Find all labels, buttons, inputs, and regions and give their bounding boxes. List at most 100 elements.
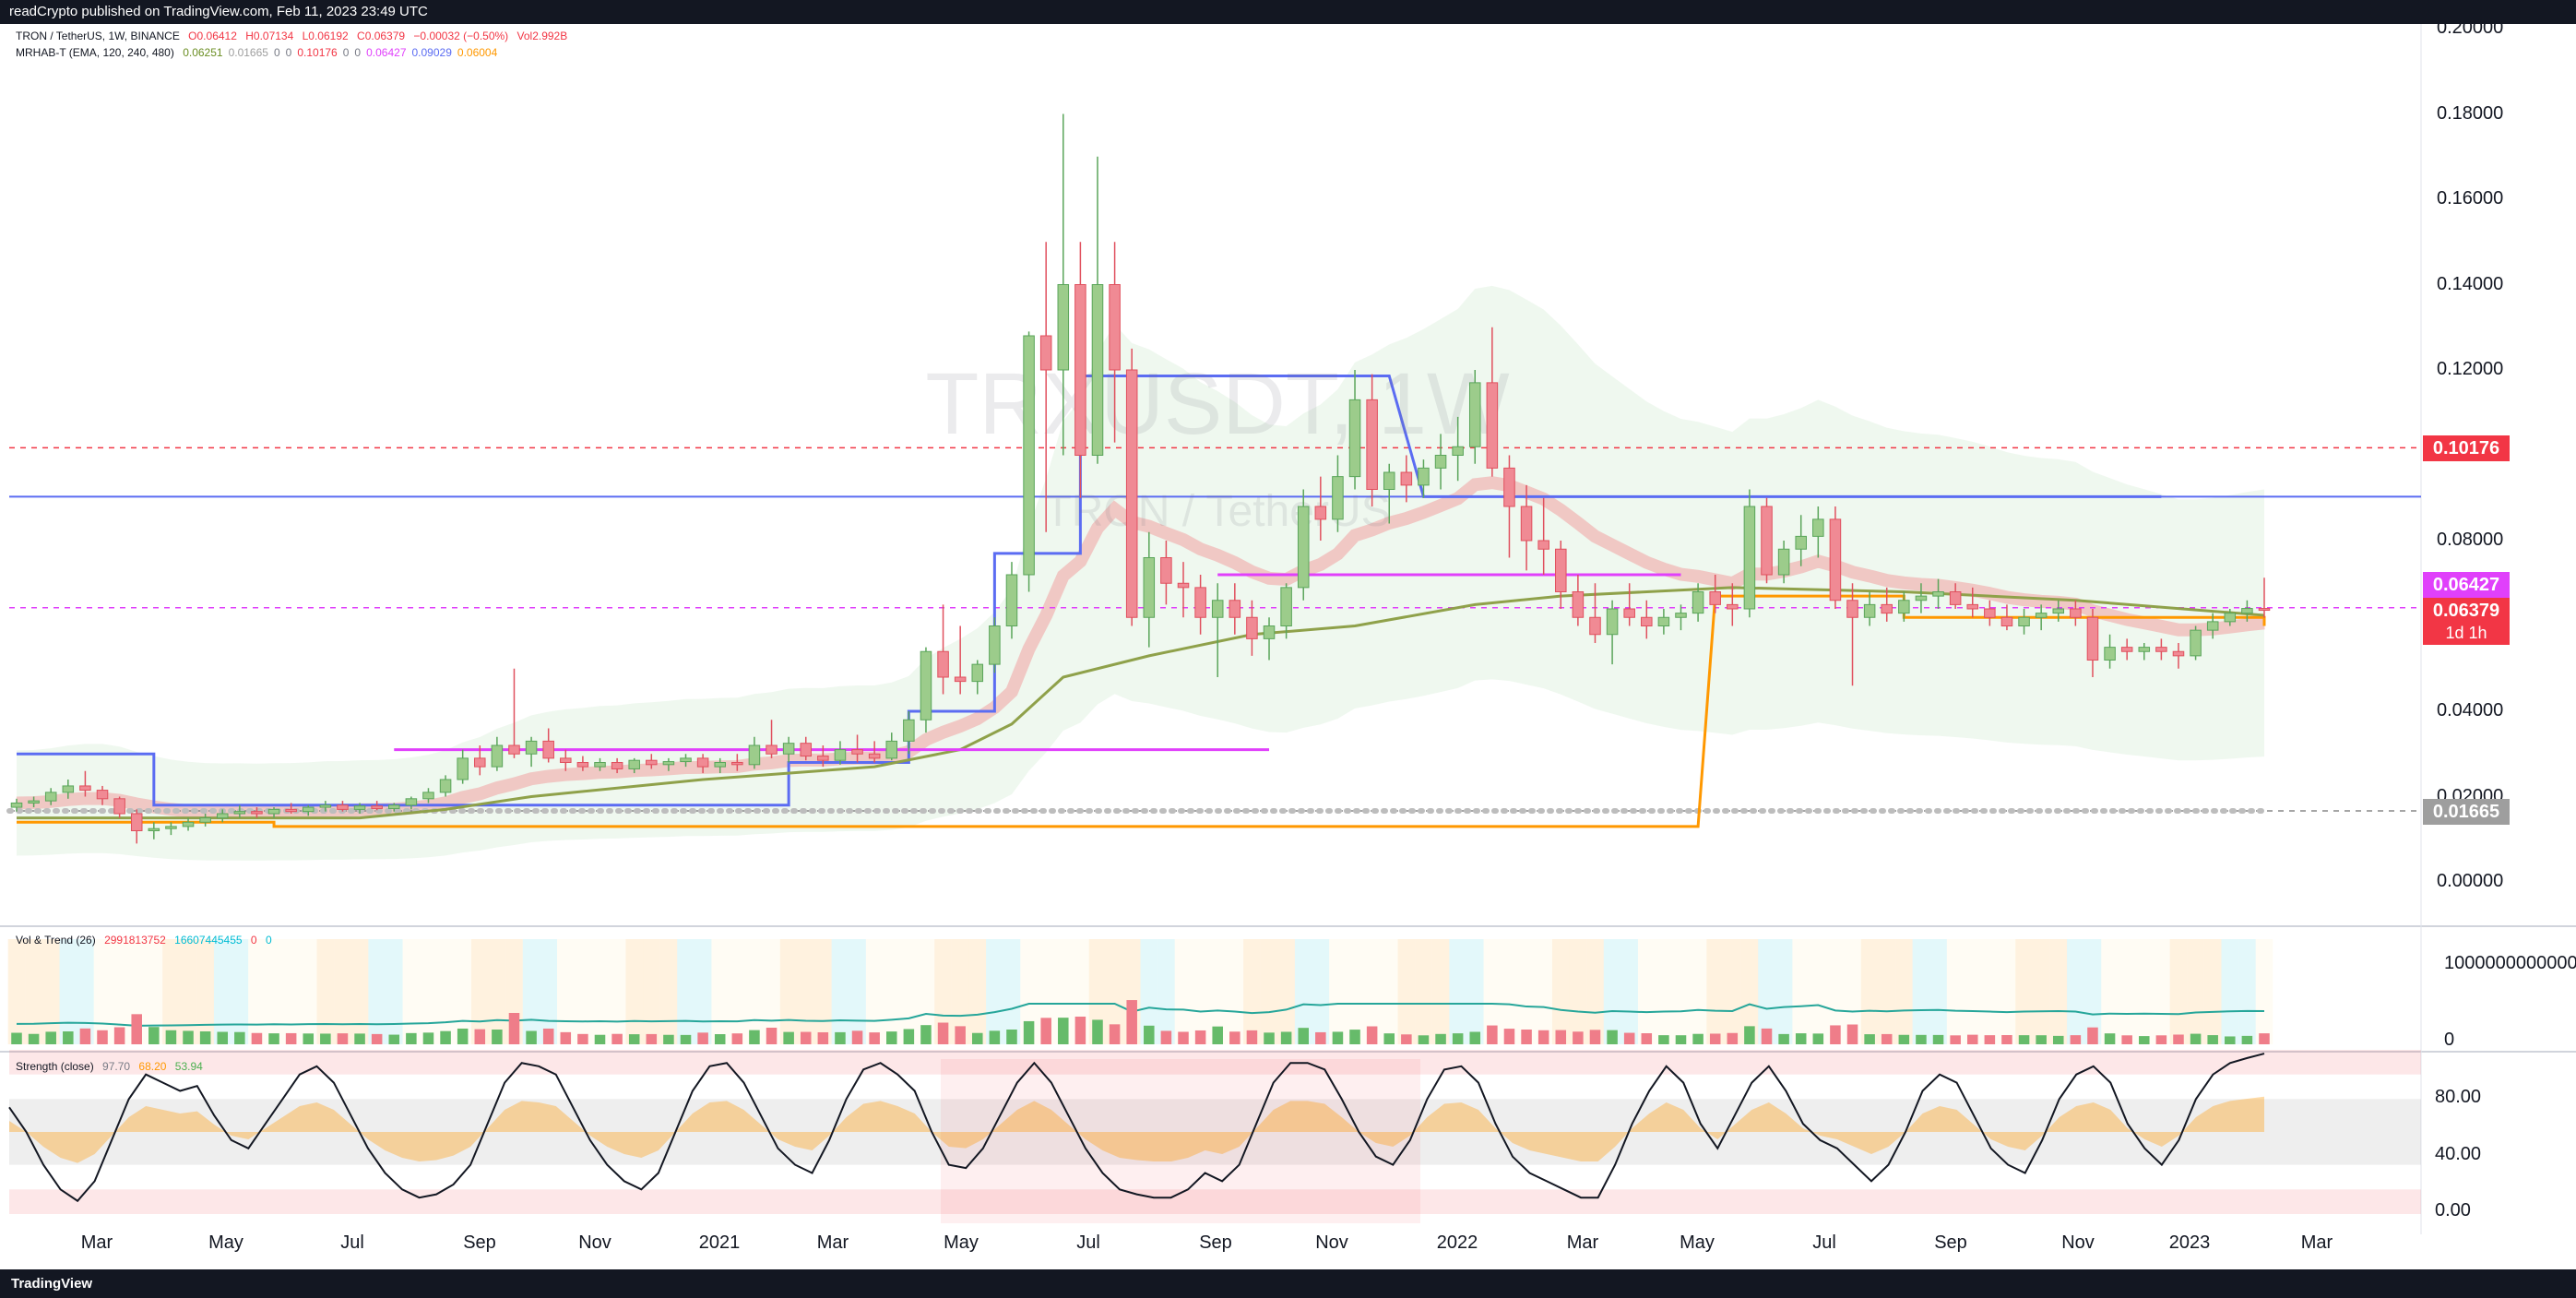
candle-body xyxy=(1846,600,1858,618)
trend-stripe xyxy=(42,939,60,1044)
trend-stripe xyxy=(986,939,1003,1044)
volume-bar xyxy=(1144,1025,1155,1044)
trend-stripe xyxy=(248,939,266,1044)
volume-bar xyxy=(731,1033,743,1044)
candle-body xyxy=(1366,399,1378,490)
volume-bar xyxy=(1109,1024,1121,1044)
strength-area xyxy=(9,1096,2264,1163)
trend-stripe xyxy=(591,939,609,1044)
candle-body xyxy=(2018,616,2030,626)
volume-bar xyxy=(1006,1030,1017,1044)
volume-bar xyxy=(1709,1033,1721,1044)
candle-body xyxy=(696,757,709,768)
candle-body xyxy=(439,779,452,793)
price-pane xyxy=(0,24,2421,926)
volume-bar xyxy=(2173,1034,2184,1044)
candle-body xyxy=(1589,616,1601,636)
legend-str-v1: 97.70 xyxy=(102,1060,131,1073)
candle-body xyxy=(1468,382,1481,447)
volume-bar xyxy=(1881,1033,1893,1044)
trend-stripe xyxy=(1844,939,1861,1044)
trend-stripe xyxy=(1706,939,1725,1044)
candle-body xyxy=(2035,613,2048,618)
volume-bar xyxy=(1761,1028,1773,1044)
trend-stripe xyxy=(162,939,180,1044)
volume-bar xyxy=(1812,1033,1824,1044)
candle-body xyxy=(1966,603,1979,610)
trend-stripe xyxy=(299,939,317,1044)
trend-stripe xyxy=(643,939,660,1044)
trend-stripe xyxy=(1501,939,1518,1044)
volume-bar xyxy=(388,1034,400,1044)
legend-vol-trend[interactable]: Vol & Trend (26) xyxy=(16,934,96,947)
trend-stripe xyxy=(282,939,300,1044)
trend-stripe xyxy=(677,939,694,1044)
volume-bar xyxy=(1950,1035,1961,1044)
volume-bar xyxy=(1692,1033,1703,1044)
volume-bar xyxy=(955,1026,966,1044)
trend-stripe xyxy=(77,939,94,1044)
volume-bar xyxy=(663,1034,674,1044)
volume-bar xyxy=(406,1032,417,1044)
candle-body xyxy=(1194,587,1206,618)
legend-strength[interactable]: Strength (close) xyxy=(16,1060,94,1073)
volume-bar xyxy=(885,1031,897,1044)
volume-bar xyxy=(422,1032,434,1044)
legend-strength-row: Strength (close) 97.70 68.20 53.94 xyxy=(16,1060,208,1073)
candle-body xyxy=(903,719,915,742)
trend-stripe xyxy=(1860,939,1879,1044)
volume-bar xyxy=(1898,1034,1910,1044)
vol-axis-top: 1000000000000 xyxy=(2444,953,2576,973)
time-tick-label: Jul xyxy=(1076,1233,1100,1253)
candle-body xyxy=(1641,616,1653,626)
candle-body xyxy=(2241,608,2253,614)
volume-bar xyxy=(234,1031,245,1044)
cloud-band xyxy=(17,285,2264,861)
candle-body xyxy=(766,744,778,755)
tradingview-logo[interactable]: TradingView xyxy=(11,1276,93,1292)
candle-body xyxy=(782,743,795,755)
volume-bar xyxy=(1264,1032,1275,1044)
trend-stripe xyxy=(1431,939,1450,1044)
trend-line xyxy=(16,1003,2265,1027)
trend-stripe xyxy=(1329,939,1347,1044)
price-tick-label: 0.04000 xyxy=(2437,700,2504,720)
trend-stripe xyxy=(1466,939,1484,1044)
level-high-badge: 0.10176 xyxy=(2423,435,2510,461)
trend-stripe xyxy=(1174,939,1193,1044)
candle-body xyxy=(1348,399,1361,478)
candle-body xyxy=(10,802,23,808)
legend-close: C0.06379 xyxy=(357,30,406,42)
volume-bar xyxy=(542,1028,554,1044)
legend-symbol[interactable]: TRON / TetherUS, 1W, BINANCE xyxy=(16,30,180,42)
volume-bar xyxy=(1966,1034,1978,1044)
candle-body xyxy=(113,798,125,815)
volume-bar xyxy=(903,1029,915,1044)
candle-body xyxy=(800,743,813,757)
candle-body xyxy=(2070,608,2082,618)
volume-bar xyxy=(1229,1031,1241,1044)
volume-bar xyxy=(1846,1024,1858,1044)
candle-body xyxy=(1657,616,1670,626)
candle-body xyxy=(662,761,675,766)
indicator-value: 0.06004 xyxy=(457,46,498,59)
trend-stripe xyxy=(1964,939,1982,1044)
volume-bar xyxy=(611,1033,623,1044)
trend-stripe xyxy=(763,939,780,1044)
trend-stripe xyxy=(1603,939,1621,1044)
candle-body xyxy=(1812,518,1824,537)
trend-stripe xyxy=(522,939,540,1044)
candle-body xyxy=(1984,608,1996,618)
candle-body xyxy=(1091,284,1104,456)
time-tick-label: Mar xyxy=(2300,1233,2333,1253)
trend-stripe xyxy=(1689,939,1707,1044)
legend-indicator[interactable]: MRHAB-T (EMA, 120, 240, 480) xyxy=(16,46,174,59)
trend-stripe xyxy=(420,939,437,1044)
trend-stripe xyxy=(231,939,249,1044)
trend-stripe xyxy=(1243,939,1261,1044)
candle-body xyxy=(1898,600,1910,614)
candle-body xyxy=(1949,591,1962,605)
trend-stripe xyxy=(1517,939,1536,1044)
candle-body xyxy=(422,792,434,800)
